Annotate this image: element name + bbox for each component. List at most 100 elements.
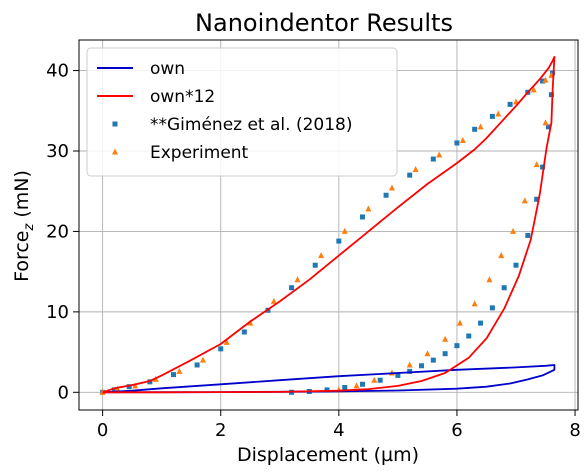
data-point (289, 285, 295, 291)
data-point (419, 363, 425, 369)
x-tick-label: 8 (569, 420, 580, 441)
data-point (466, 333, 472, 339)
data-point (459, 137, 466, 144)
legend: own own*12 **Giménez et al. (2018) Experime… (86, 47, 398, 177)
data-point (223, 338, 230, 345)
data-point (550, 70, 556, 76)
y-axis-label-sub: z (22, 223, 37, 232)
y-tick-label: 0 (58, 382, 69, 403)
data-point (507, 101, 513, 107)
y-axis-label-tail: (mN) (11, 170, 33, 224)
legend-label: own*12 (150, 87, 215, 107)
data-point (495, 110, 502, 117)
data-point (176, 367, 183, 374)
data-point (521, 197, 528, 204)
data-point (412, 166, 419, 172)
x-tick-label: 0 (97, 420, 108, 441)
data-point (218, 346, 224, 352)
data-point (456, 319, 463, 326)
data-point (430, 156, 436, 162)
y-tick-label: 30 (46, 141, 69, 162)
data-point (359, 381, 365, 387)
plot-frame (78, 39, 579, 411)
data-point (359, 214, 365, 220)
data-point (454, 140, 460, 146)
data-point (111, 387, 117, 393)
data-point (478, 320, 484, 326)
legend-label: own (150, 59, 185, 79)
data-point (395, 372, 401, 378)
data-point (498, 252, 505, 259)
y-tick-label: 40 (46, 61, 69, 82)
y-tick-label: 10 (46, 302, 69, 323)
data-point (318, 252, 325, 259)
data-point (407, 172, 413, 178)
data-point (489, 113, 495, 119)
axis-ticks: 0 2 4 6 8 0 10 20 30 40 (46, 61, 581, 441)
x-tick-label: 4 (333, 420, 344, 441)
data-point (388, 184, 395, 191)
data-point (383, 192, 389, 198)
data-point (132, 382, 139, 389)
x-tick-label: 2 (215, 420, 226, 441)
data-point (241, 329, 247, 335)
y-axis-label-main: Force (11, 231, 33, 282)
data-point (365, 205, 372, 212)
data-point (126, 384, 132, 390)
data-point (407, 368, 413, 374)
data-point (471, 300, 478, 307)
series-gim-nez-et-al-2018 (100, 70, 556, 395)
data-point (530, 86, 537, 93)
plot-area (99, 56, 556, 395)
legend-item-own-12: own*12 (97, 87, 215, 107)
data-point (336, 238, 342, 244)
data-point (513, 262, 519, 268)
data-point (525, 232, 531, 238)
legend-item-experiment: Experiment (112, 143, 249, 163)
data-point (442, 335, 449, 342)
data-point (436, 151, 443, 158)
data-point (540, 164, 546, 170)
data-point (353, 382, 360, 389)
data-point (486, 276, 493, 283)
legend-item-own: own (97, 59, 185, 79)
data-point (542, 76, 549, 83)
y-axis-label: Forcez (mN) (11, 170, 37, 282)
series-line-own-12 (102, 56, 556, 394)
data-point (270, 297, 277, 304)
data-point (472, 126, 478, 132)
y-tick-label: 20 (46, 221, 69, 242)
x-tick-label: 6 (451, 420, 462, 441)
data-point (477, 123, 484, 130)
data-point (534, 196, 540, 202)
legend-swatch (112, 148, 118, 155)
series-experiment (99, 71, 555, 395)
data-point (342, 384, 348, 390)
data-point (377, 377, 383, 383)
data-point (454, 343, 460, 349)
data-point (430, 357, 436, 363)
data-point (170, 372, 176, 378)
data-point (501, 285, 507, 291)
data-point (406, 361, 413, 368)
legend-item-gim-nez-et-al-2018: **Giménez et al. (2018) (112, 115, 352, 135)
data-point (489, 305, 495, 311)
data-point (424, 350, 431, 357)
data-point (371, 376, 378, 383)
legend-swatch (112, 121, 118, 127)
data-point (341, 227, 348, 234)
data-point (442, 351, 448, 357)
data-point (548, 92, 554, 98)
legend-label: Experiment (150, 143, 249, 163)
x-axis-label: Displacement (µm) (237, 444, 419, 466)
data-point (294, 276, 301, 283)
chart-title: Nanoindentor Results (195, 9, 453, 37)
data-point (324, 387, 330, 393)
data-point (312, 262, 318, 268)
data-point (545, 124, 551, 130)
series-own-12 (102, 56, 556, 394)
data-point (200, 356, 207, 363)
data-point (194, 362, 200, 368)
legend-label: **Giménez et al. (2018) (150, 115, 352, 135)
